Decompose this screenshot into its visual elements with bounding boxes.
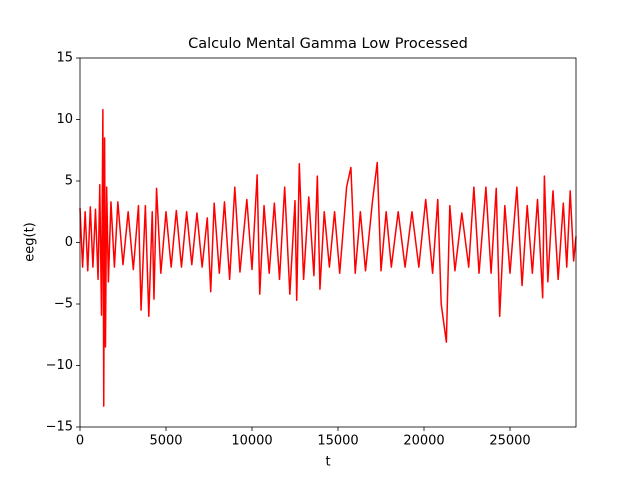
y-tick-label: −10 [46,358,73,373]
x-axis-label: t [325,455,330,470]
x-tick-label: 5000 [149,434,182,449]
y-tick-label: −5 [54,297,73,312]
y-axis-label: eeg(t) [23,222,38,262]
y-tick-label: 0 [65,235,73,250]
y-tick-label: 5 [65,174,73,189]
x-tick-label: 10000 [231,434,272,449]
chart-title: Calculo Mental Gamma Low Processed [188,36,468,52]
y-tick-label: 10 [56,112,73,127]
x-tick-label: 15000 [317,434,358,449]
data-line [79,108,577,407]
y-tick-label: −15 [46,420,73,435]
y-tick-label: 15 [56,51,73,66]
x-tick-label: 0 [76,434,84,449]
x-tick-label: 25000 [489,434,530,449]
x-tick-label: 20000 [403,434,444,449]
